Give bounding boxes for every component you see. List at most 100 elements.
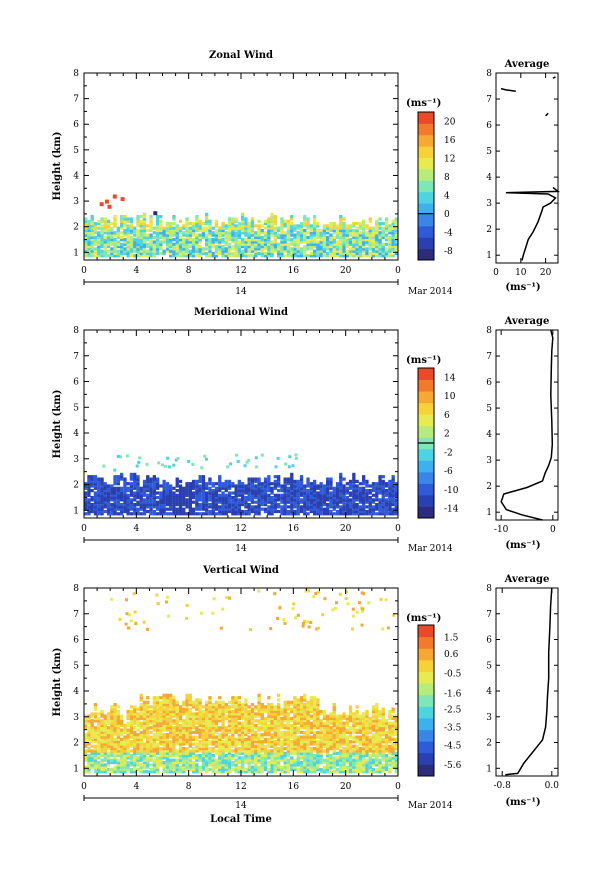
heatmap-cell — [195, 756, 199, 760]
heatmap-cell — [316, 751, 320, 755]
heatmap-cell — [227, 763, 232, 767]
heatmap-cell — [345, 228, 349, 233]
heatmap-cell — [185, 763, 189, 767]
heatmap-cell — [116, 486, 120, 490]
heatmap-cell — [156, 751, 160, 755]
heatmap-cell — [218, 479, 222, 483]
heatmap-cell — [159, 700, 163, 704]
heatmap-cell — [339, 486, 343, 490]
heatmap-cell — [97, 235, 101, 239]
heatmap-cell — [273, 507, 277, 511]
heatmap-cell — [218, 500, 222, 504]
heatmap-cell — [342, 217, 346, 221]
heatmap-cell — [237, 758, 241, 762]
heatmap-cell — [113, 477, 117, 481]
heatmap-cell — [156, 747, 160, 751]
heatmap-cell — [362, 503, 366, 507]
heatmap-cell — [139, 486, 143, 490]
heatmap-cell — [162, 233, 166, 237]
y-tick-label: 1 — [73, 506, 79, 516]
heatmap-cell — [294, 456, 298, 460]
heatmap-cell — [254, 512, 258, 516]
heatmap-cell — [113, 475, 117, 479]
heatmap-cell — [146, 228, 150, 233]
heatmap-cell — [381, 222, 385, 226]
heatmap-cell — [191, 238, 196, 242]
heatmap-cell — [133, 721, 137, 725]
heatmap-cell — [241, 733, 245, 737]
heatmap-cell — [185, 512, 189, 516]
heatmap-cell — [293, 233, 297, 237]
heatmap-cell — [139, 491, 143, 495]
heatmap-cell — [93, 703, 98, 707]
heatmap-cell — [378, 482, 382, 486]
heatmap-cell — [362, 505, 366, 509]
heatmap-cell — [182, 254, 186, 258]
heatmap-cell — [139, 505, 143, 509]
heatmap-cell — [182, 491, 186, 495]
heatmap-cell — [309, 245, 313, 249]
heatmap-cell — [159, 728, 163, 732]
heatmap-cell — [237, 710, 241, 714]
heatmap-cell — [165, 507, 170, 511]
heatmap-cell — [100, 482, 104, 486]
heatmap-cell — [257, 231, 261, 235]
heatmap-cell — [198, 505, 202, 509]
heatmap-cell — [313, 240, 317, 244]
heatmap-cell — [162, 484, 166, 488]
heatmap-cell — [309, 500, 313, 504]
heatmap-cell — [187, 459, 191, 463]
heatmap-cell — [267, 696, 271, 700]
heatmap-cell — [394, 231, 398, 235]
heatmap-cell — [149, 477, 153, 481]
heatmap-cell — [227, 730, 232, 734]
heatmap-cell — [283, 733, 287, 737]
heatmap-cell — [175, 235, 179, 239]
heatmap-cell — [237, 756, 241, 760]
heatmap-cell — [309, 726, 313, 730]
heatmap-cell — [129, 505, 134, 509]
heatmap-cell — [185, 493, 189, 497]
heatmap-cell — [100, 767, 104, 772]
heatmap-cell — [381, 245, 385, 249]
heatmap-cell — [316, 505, 320, 509]
heatmap-cell — [309, 740, 313, 744]
heatmap-cell — [185, 756, 189, 760]
heatmap-cell — [237, 765, 241, 769]
heatmap-cell — [244, 751, 248, 755]
heatmap-cell — [224, 496, 228, 500]
heatmap-cell — [205, 728, 209, 732]
heatmap-cell — [214, 219, 219, 223]
heatmap-cell — [231, 742, 235, 746]
heatmap-cell — [335, 240, 340, 244]
heatmap-cell — [106, 719, 111, 723]
heatmap-cell — [178, 249, 183, 253]
heatmap-cell — [208, 509, 212, 514]
heatmap-cell — [106, 761, 111, 765]
heatmap-cell — [133, 496, 137, 500]
heatmap-cell — [106, 730, 111, 734]
heatmap-cell — [142, 482, 147, 486]
heatmap-cell — [234, 712, 238, 716]
profile-y-tick-label: 6 — [486, 121, 492, 131]
heatmap-cell — [283, 700, 287, 704]
heatmap-cell — [221, 509, 225, 514]
heatmap-cell — [201, 482, 206, 486]
heatmap-cell — [273, 222, 277, 226]
heatmap-cell — [378, 254, 382, 258]
heatmap-cell — [113, 723, 117, 728]
heatmap-cell — [348, 507, 353, 511]
heatmap-cell — [316, 228, 320, 233]
heatmap-cell — [110, 486, 114, 490]
heatmap-cell — [378, 249, 382, 253]
heatmap-cell — [100, 254, 104, 258]
heatmap-cell — [244, 249, 248, 253]
heatmap-cell — [381, 493, 385, 497]
heatmap-cell — [227, 245, 232, 249]
heatmap-cell — [263, 726, 268, 730]
heatmap-cell — [169, 726, 173, 730]
heatmap-cell — [237, 235, 241, 239]
heatmap-cell — [280, 489, 284, 493]
heatmap-cell — [146, 740, 150, 744]
heatmap-cell — [120, 728, 124, 732]
